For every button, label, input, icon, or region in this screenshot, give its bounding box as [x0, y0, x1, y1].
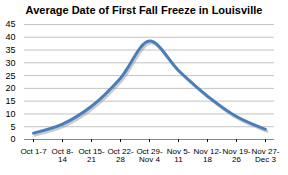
svg-text:Nov 5-11: Nov 5-11 — [167, 147, 191, 164]
svg-text:0: 0 — [10, 134, 15, 144]
svg-text:Oct 1-7: Oct 1-7 — [20, 147, 47, 156]
svg-text:10: 10 — [5, 109, 15, 119]
svg-text:45: 45 — [5, 19, 15, 29]
svg-text:5: 5 — [10, 122, 15, 132]
svg-text:Oct 8-14: Oct 8-14 — [52, 147, 74, 164]
svg-text:Oct 29-Nov 4: Oct 29-Nov 4 — [136, 147, 163, 164]
svg-text:25: 25 — [5, 70, 15, 80]
svg-text:15: 15 — [5, 96, 15, 106]
svg-text:Oct 15-21: Oct 15-21 — [78, 147, 105, 164]
svg-text:Nov 12-18: Nov 12-18 — [193, 147, 221, 164]
svg-text:35: 35 — [5, 45, 15, 55]
svg-text:Nov 27-Dec 3: Nov 27-Dec 3 — [251, 147, 279, 164]
svg-text:40: 40 — [5, 32, 15, 42]
svg-text:20: 20 — [5, 83, 15, 93]
svg-text:Oct 22-28: Oct 22-28 — [107, 147, 134, 164]
svg-text:Nov 19-26: Nov 19-26 — [222, 147, 250, 164]
html-text:Average Date of First Fall Fre: Average Date of First Fall Freeze in Lou… — [25, 4, 263, 16]
svg-text:30: 30 — [5, 58, 15, 68]
